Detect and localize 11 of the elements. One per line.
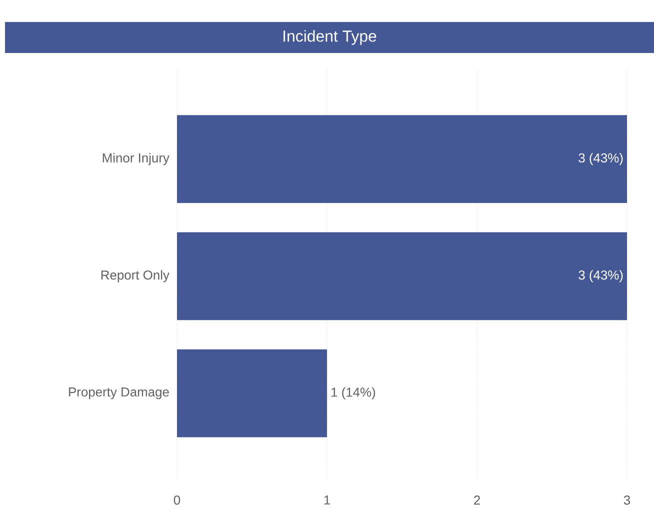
y-tick-label: Report Only bbox=[101, 270, 170, 282]
x-tick-label: 3 bbox=[624, 496, 630, 505]
y-tick-label: Property Damage bbox=[69, 388, 169, 400]
x-tick-label: 1 bbox=[324, 496, 330, 504]
data-label: 3 (43%) bbox=[578, 152, 623, 166]
data-label: 3 (43%) bbox=[578, 270, 623, 282]
chart-title: Incident Type bbox=[284, 30, 376, 45]
x-tick-label: 2 bbox=[474, 496, 480, 505]
data-label: 1 (14%) bbox=[332, 387, 376, 400]
y-tick-label: Minor Injury bbox=[102, 152, 170, 166]
x-tick-label: 0 bbox=[174, 496, 180, 505]
